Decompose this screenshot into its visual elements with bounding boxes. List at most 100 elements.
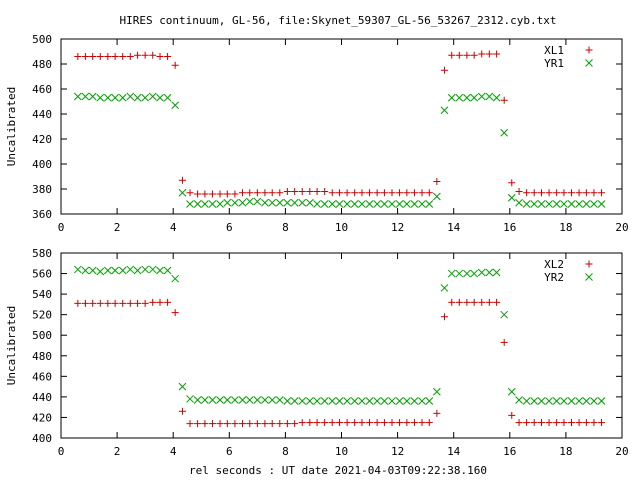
data-point xyxy=(320,397,329,405)
data-point xyxy=(335,397,344,405)
data-point xyxy=(545,419,553,427)
data-point xyxy=(89,299,97,307)
y-tick-label: 360 xyxy=(32,208,52,221)
data-point xyxy=(156,53,164,60)
data-point xyxy=(530,397,539,405)
y-tick-label: 420 xyxy=(32,411,52,424)
data-point xyxy=(321,188,329,195)
data-point xyxy=(126,299,134,307)
data-point xyxy=(598,189,606,197)
data-point xyxy=(231,396,239,404)
data-point xyxy=(298,198,307,207)
data-point xyxy=(537,397,546,405)
data-point xyxy=(96,53,104,60)
y-tick-label: 380 xyxy=(32,183,52,196)
data-point xyxy=(448,298,456,306)
data-point xyxy=(553,419,561,427)
data-point xyxy=(298,397,307,405)
data-point xyxy=(433,409,441,417)
data-point xyxy=(313,188,321,195)
data-point xyxy=(141,93,150,102)
y-tick-label: 520 xyxy=(32,309,52,322)
data-point xyxy=(253,189,261,197)
data-point xyxy=(336,189,344,197)
data-point xyxy=(455,298,463,306)
data-point xyxy=(111,53,119,60)
data-point xyxy=(103,93,112,102)
data-point xyxy=(81,266,90,275)
x-tick-label: 12 xyxy=(391,445,404,458)
legend-label: YR1 xyxy=(544,57,564,70)
data-point xyxy=(403,419,411,427)
data-point xyxy=(104,53,112,60)
data-point xyxy=(440,284,449,292)
y-tick-label: 480 xyxy=(32,58,52,71)
y-tick-label: 540 xyxy=(32,288,52,301)
data-point xyxy=(351,419,359,427)
data-point xyxy=(530,419,538,427)
data-point xyxy=(171,274,180,283)
x-tick-label: 14 xyxy=(447,221,461,234)
data-point xyxy=(208,200,217,208)
data-point xyxy=(425,397,434,405)
data-point xyxy=(552,397,561,405)
data-point xyxy=(245,197,254,206)
data-point xyxy=(178,382,187,391)
data-point xyxy=(141,51,149,59)
data-point xyxy=(350,200,359,208)
data-point xyxy=(373,419,381,427)
data-point xyxy=(515,198,523,207)
data-point xyxy=(171,61,179,69)
data-point xyxy=(380,200,389,208)
data-point xyxy=(201,190,209,198)
data-point xyxy=(88,266,97,275)
data-point xyxy=(508,411,516,419)
data-point xyxy=(351,189,359,197)
data-point xyxy=(238,420,246,428)
data-point xyxy=(268,396,277,404)
data-point xyxy=(575,200,583,208)
data-point xyxy=(276,420,284,428)
data-point xyxy=(96,267,105,276)
x-tick-label: 10 xyxy=(335,445,348,458)
data-point xyxy=(74,299,82,307)
data-point xyxy=(537,419,545,427)
data-point xyxy=(291,420,299,428)
data-point xyxy=(485,92,494,101)
data-point xyxy=(575,397,583,405)
data-point xyxy=(306,188,314,195)
data-point xyxy=(305,198,314,207)
data-point xyxy=(328,189,336,197)
data-point xyxy=(343,419,351,427)
data-point xyxy=(261,189,269,197)
data-point xyxy=(133,93,142,102)
data-point xyxy=(380,419,388,427)
data-point xyxy=(208,396,217,404)
data-point xyxy=(530,200,539,208)
data-point xyxy=(186,189,194,197)
data-point xyxy=(74,53,82,60)
x-tick-label: 18 xyxy=(559,445,572,458)
data-point xyxy=(223,396,232,404)
data-point xyxy=(81,299,89,307)
data-point xyxy=(178,407,186,415)
y-tick-label: 440 xyxy=(32,108,52,121)
data-point xyxy=(403,189,411,197)
data-point xyxy=(560,397,568,405)
chart-title: HIRES continuum, GL-56, file:Skynet_5930… xyxy=(119,14,556,27)
data-point xyxy=(410,189,418,197)
data-point xyxy=(380,397,389,405)
data-point xyxy=(246,189,254,197)
data-point xyxy=(552,200,561,208)
data-point xyxy=(365,200,374,208)
data-point xyxy=(582,419,590,427)
y-tick-label: 400 xyxy=(32,158,52,171)
data-point xyxy=(478,50,486,58)
x-tick-label: 12 xyxy=(391,221,404,234)
data-point xyxy=(493,298,501,306)
data-point xyxy=(508,179,516,187)
data-point xyxy=(440,66,448,74)
data-point xyxy=(477,268,486,277)
data-point xyxy=(485,50,493,58)
